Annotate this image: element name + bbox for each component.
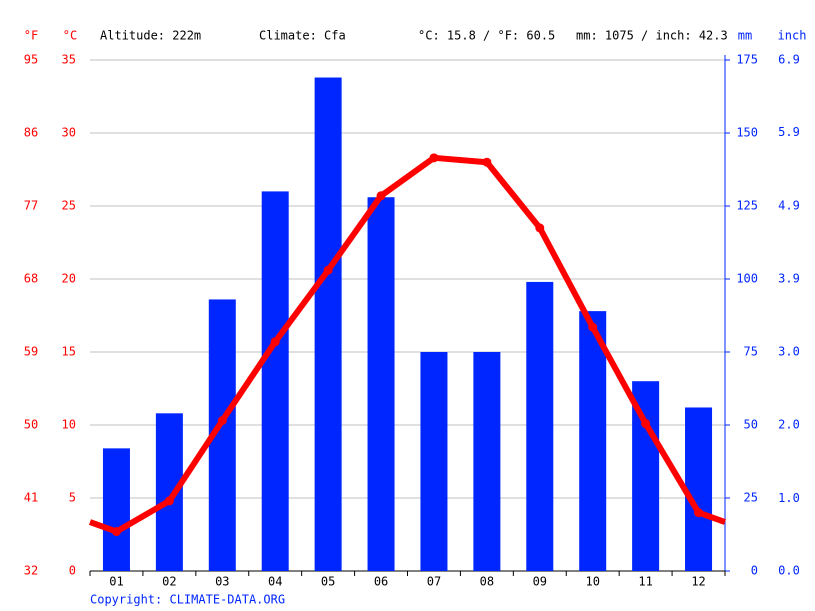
x-tick-label: 01 [109, 575, 123, 589]
f-tick-label: 86 [24, 126, 38, 140]
bar [579, 311, 607, 571]
y3-tick-label: 6.9 [778, 53, 800, 67]
temperature-point [217, 416, 227, 426]
x-tick-label: 08 [480, 575, 494, 589]
x-tick-label: 04 [268, 575, 282, 589]
x-tick-label: 07 [427, 575, 441, 589]
f-tick-label: 41 [24, 491, 38, 505]
x-tick-label: 03 [215, 575, 229, 589]
altitude: Altitude: 222m [100, 29, 201, 43]
bar [102, 448, 130, 571]
temperature-point [323, 265, 333, 275]
temperature-point [270, 337, 280, 347]
y-tick-label: 25 [62, 199, 76, 213]
y3-tick-label: 3.0 [778, 345, 800, 359]
y2-tick-label: 100 [736, 272, 758, 286]
temperature-point [641, 419, 651, 429]
temperature-point [111, 527, 121, 537]
y3-tick-label: 5.9 [778, 125, 800, 139]
y3-tick-label: 2.0 [778, 417, 800, 431]
mean-temp: °C: 15.8 / °F: 60.5 [418, 29, 555, 43]
unit-mm: mm [738, 29, 752, 43]
y2-tick-label: 175 [736, 53, 758, 67]
temperature-point [535, 223, 545, 233]
f-tick-label: 95 [24, 53, 38, 67]
y-tick-label: 30 [62, 126, 76, 140]
bar [473, 352, 501, 571]
unit-f: °F [24, 29, 38, 43]
y3-tick-label: 4.9 [778, 199, 800, 213]
temperature-point [164, 496, 174, 506]
y-tick-label: 10 [62, 418, 76, 432]
y2-tick-label: 25 [744, 491, 758, 505]
y2-tick-label: 125 [736, 199, 758, 213]
unit-inch: inch [778, 29, 807, 43]
x-tick-label: 10 [585, 575, 599, 589]
f-tick-label: 50 [24, 418, 38, 432]
bar [314, 77, 342, 572]
x-tick-label: 09 [533, 575, 547, 589]
y3-tick-label: 3.9 [778, 271, 800, 285]
f-tick-label: 59 [24, 345, 38, 359]
x-tick-label: 06 [374, 575, 388, 589]
line-edge [88, 519, 118, 535]
unit-c: °C [63, 29, 77, 43]
x-tick-label: 12 [691, 575, 705, 589]
y3-tick-label: 1.0 [778, 491, 800, 505]
climate: Climate: Cfa [259, 29, 346, 43]
temperature-point [694, 508, 704, 518]
x-tick-label: 05 [321, 575, 335, 589]
f-tick-label: 68 [24, 272, 38, 286]
x-tick-label: 11 [638, 575, 652, 589]
bar [155, 413, 183, 571]
y-tick-label: 0 [69, 564, 76, 578]
temperature-line [114, 154, 702, 535]
y2-tick-label: 0 [751, 564, 758, 578]
temperature-point [482, 157, 492, 167]
x-tick-label: 02 [162, 575, 176, 589]
f-tick-label: 77 [24, 199, 38, 213]
y-tick-label: 20 [62, 272, 76, 286]
temperature-point [588, 322, 598, 332]
y-tick-label: 5 [69, 491, 76, 505]
total-precip: mm: 1075 / inch: 42.3 [576, 29, 728, 43]
f-tick-label: 32 [24, 564, 38, 578]
y-tick-label: 35 [62, 53, 76, 67]
bar [261, 191, 289, 571]
copyright: Copyright: CLIMATE-DATA.ORG [90, 593, 285, 607]
temperature-point [376, 191, 386, 201]
bar [685, 407, 713, 571]
line-edge [697, 509, 727, 525]
temperature-point [429, 153, 439, 163]
y2-tick-label: 50 [744, 418, 758, 432]
y3-tick-label: 0.0 [778, 564, 800, 578]
y-tick-label: 15 [62, 345, 76, 359]
bar [367, 197, 395, 572]
bar [526, 281, 554, 571]
bar [420, 352, 448, 571]
y2-tick-label: 75 [744, 345, 758, 359]
y2-tick-label: 150 [736, 126, 758, 140]
